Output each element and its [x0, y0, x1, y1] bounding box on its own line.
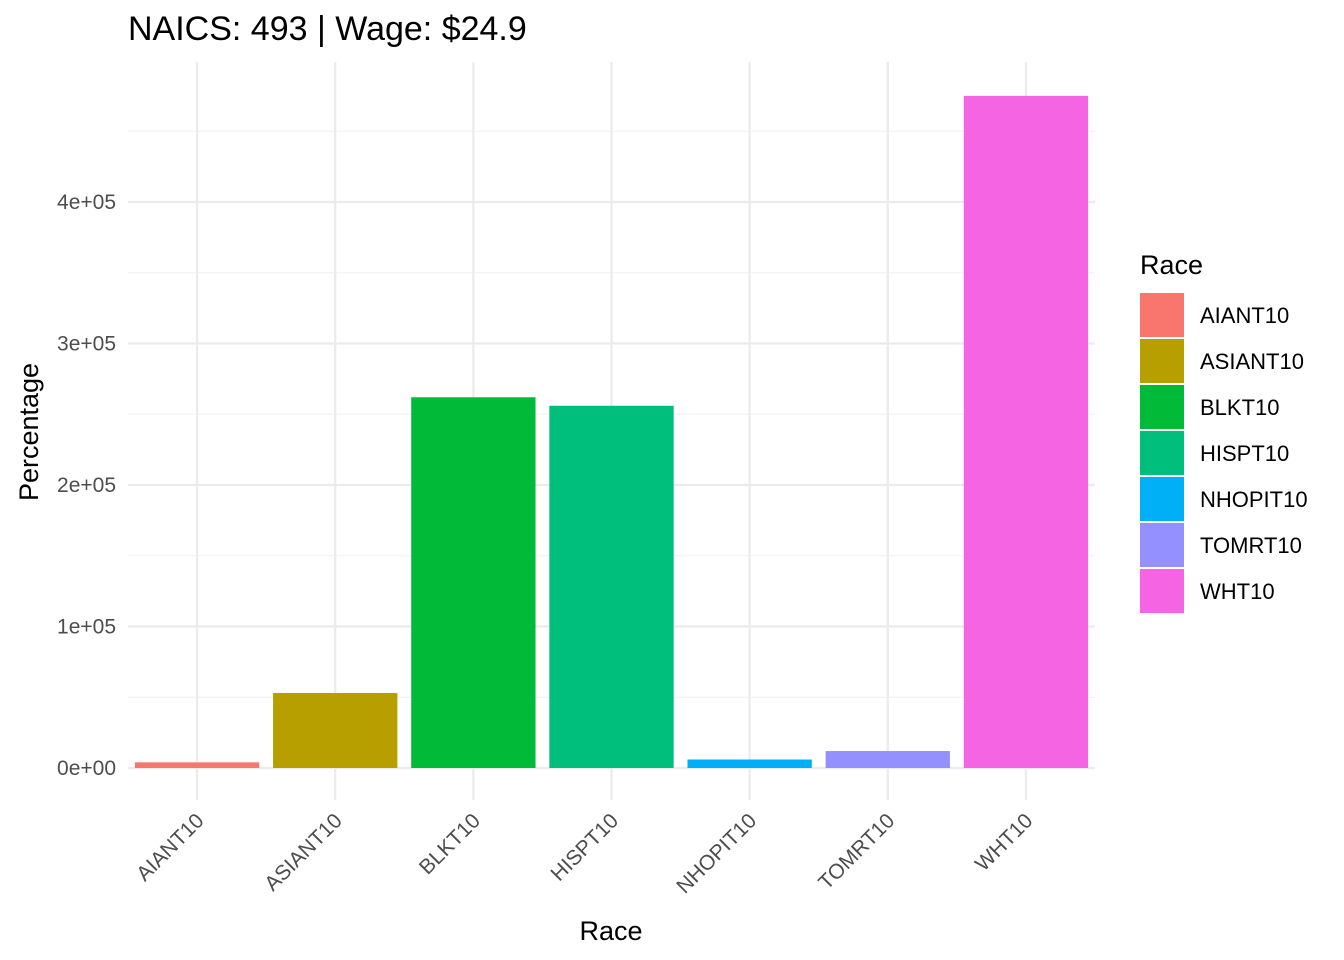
x-tick-label: TOMRT10 [814, 809, 899, 894]
x-tick-label: AIANT10 [132, 809, 209, 886]
x-tick-label: WHT10 [971, 809, 1038, 876]
bar-nhopit10 [687, 759, 812, 768]
legend-swatch-wht10 [1140, 569, 1184, 613]
y-tick-label: 1e+05 [57, 616, 116, 639]
legend-swatch-asiant10 [1140, 339, 1184, 383]
legend-label-hispt10: HISPT10 [1200, 441, 1289, 466]
y-axis-ticks: 0e+00 1e+05 2e+05 3e+05 4e+05 [57, 191, 116, 780]
legend-swatch-aiant10 [1140, 293, 1184, 337]
legend-swatch-blkt10 [1140, 385, 1184, 429]
chart-title: NAICS: 493 | Wage: $24.9 [128, 10, 527, 48]
legend-swatch-hispt10 [1140, 431, 1184, 475]
legend-label-tomrt10: TOMRT10 [1200, 533, 1302, 558]
bar-aiant10 [134, 762, 260, 768]
bar-wht10 [963, 95, 1089, 768]
legend-label-asiant10: ASIANT10 [1200, 349, 1304, 374]
bar-hispt10 [549, 405, 674, 768]
legend: Race AIANT10 ASIANT10 BLKT10 HISPT10 NHOPIT1… [1140, 250, 1308, 613]
x-tick-label: NHOPIT10 [672, 809, 761, 898]
bars [134, 95, 1089, 768]
y-tick-label: 4e+05 [57, 191, 116, 214]
y-tick-label: 2e+05 [57, 474, 116, 497]
y-tick-label: 0e+00 [57, 757, 116, 780]
legend-swatch-nhopit10 [1140, 477, 1184, 521]
legend-label-blkt10: BLKT10 [1200, 395, 1280, 420]
legend-title: Race [1140, 250, 1203, 280]
legend-label-aiant10: AIANT10 [1200, 303, 1289, 328]
bar-blkt10 [411, 397, 536, 768]
legend-swatch-tomrt10 [1140, 523, 1184, 567]
x-tick-label: BLKT10 [415, 809, 485, 879]
bar-tomrt10 [825, 751, 950, 768]
legend-label-nhopit10: NHOPIT10 [1200, 487, 1308, 512]
x-axis-title: Race [579, 916, 642, 946]
bar-asiant10 [273, 693, 398, 768]
y-axis-title: Percentage [14, 363, 44, 501]
x-tick-label: HISPT10 [547, 809, 624, 886]
x-axis-ticks: AIANT10 ASIANT10 BLKT10 HISPT10 NHOPIT10 TOMR… [132, 809, 1037, 898]
y-tick-label: 3e+05 [57, 333, 116, 356]
legend-label-wht10: WHT10 [1200, 579, 1275, 604]
x-tick-label: ASIANT10 [260, 809, 346, 895]
